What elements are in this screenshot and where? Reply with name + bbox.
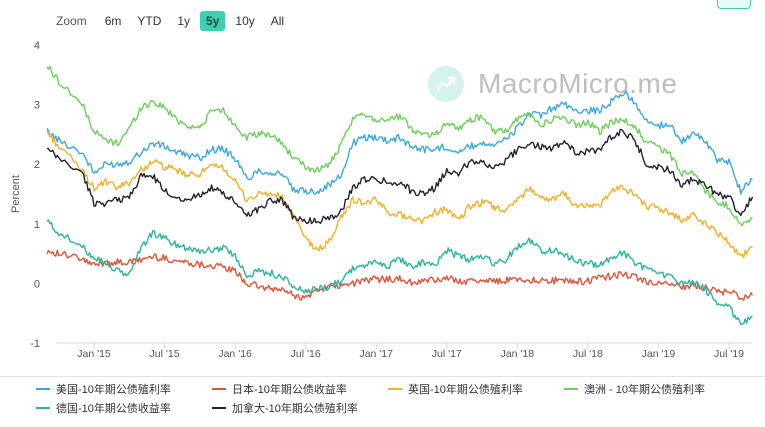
y-tick-label: 4 <box>34 40 40 52</box>
x-tick-label: Jan '15 <box>77 348 111 360</box>
series-line-5 <box>46 219 753 326</box>
series-line-2 <box>46 249 754 302</box>
zoom-button-1y[interactable]: 1y <box>177 14 191 28</box>
x-tick-label: Jan '17 <box>359 348 393 360</box>
legend-swatch <box>36 388 50 390</box>
x-tick-label: Jan '16 <box>218 348 252 360</box>
legend-divider <box>0 376 765 377</box>
x-tick-label: Jan '18 <box>501 348 535 360</box>
legend-swatch <box>36 407 50 409</box>
legend-swatch <box>212 407 226 409</box>
y-tick-label: 2 <box>34 159 40 171</box>
x-tick-label: Jan '19 <box>642 348 676 360</box>
legend-swatch <box>564 388 578 390</box>
y-axis-title: Percent <box>10 175 22 213</box>
plot-lines <box>46 65 754 326</box>
legend-label: 澳洲 - 10年期公债殖利率 <box>584 384 706 396</box>
legend-item-uk[interactable]: 英国-10年期公债殖利率 <box>388 381 564 397</box>
legend-item-canada[interactable]: 加拿大-10年期公债殖利率 <box>212 400 388 416</box>
zoom-label: Zoom <box>56 14 87 28</box>
x-tick-label: Jul '19 <box>714 348 744 360</box>
legend-label: 美国-10年期公债殖利率 <box>56 384 171 396</box>
x-tick-label: Jul '18 <box>573 348 603 360</box>
y-tick-label: 0 <box>34 278 40 290</box>
legend-label: 德国-10年期公债收益率 <box>56 403 171 415</box>
legend-item-australia[interactable]: 澳洲 - 10年期公债殖利率 <box>564 381 740 397</box>
zoom-button-5y[interactable]: 5y <box>200 11 226 31</box>
y-tick-label: 1 <box>34 219 40 231</box>
x-tick-label: Jul '15 <box>150 348 180 360</box>
x-tick-label: Jul '17 <box>432 348 462 360</box>
legend-label: 加拿大-10年期公债殖利率 <box>232 403 358 415</box>
watermark-text: MacroMicro.me <box>478 68 678 99</box>
y-tick-label: 3 <box>34 100 40 112</box>
zoom-button-all[interactable]: All <box>270 14 285 28</box>
zoom-bar: Zoom 6m YTD 1y 5y 10y All <box>56 10 292 32</box>
y-axis: 4 3 2 1 0 -1 <box>30 40 40 350</box>
zoom-button-10y[interactable]: 10y <box>235 14 255 28</box>
legend-swatch <box>388 388 402 390</box>
legend-item-us[interactable]: 美国-10年期公债殖利率 <box>36 381 212 397</box>
series-line-6 <box>46 128 754 225</box>
legend-swatch <box>212 388 226 390</box>
legend-label: 日本-10年期公债收益率 <box>232 384 347 396</box>
zoom-button-6m[interactable]: 6m <box>104 14 122 28</box>
chart-logo-icon <box>428 66 464 102</box>
series-line-1 <box>46 90 753 195</box>
watermark: MacroMicro.me <box>428 64 677 104</box>
series-line-4 <box>46 65 753 227</box>
y-tick-label: -1 <box>30 338 40 350</box>
zoom-button-ytd[interactable]: YTD <box>137 14 162 28</box>
x-axis: Jan '15 Jul '15 Jan '16 Jul '16 Jan '17 Jul '… <box>56 342 752 360</box>
legend: 美国-10年期公债殖利率 日本-10年期公债收益率 英国-10年期公债殖利率 澳… <box>36 381 756 416</box>
export-menu-button[interactable] <box>717 0 751 9</box>
legend-item-germany[interactable]: 德国-10年期公债收益率 <box>36 400 212 416</box>
legend-label: 英国-10年期公债殖利率 <box>408 384 523 396</box>
legend-item-japan[interactable]: 日本-10年期公债收益率 <box>212 381 388 397</box>
x-tick-label: Jul '16 <box>291 348 321 360</box>
series-line-3 <box>46 130 753 259</box>
